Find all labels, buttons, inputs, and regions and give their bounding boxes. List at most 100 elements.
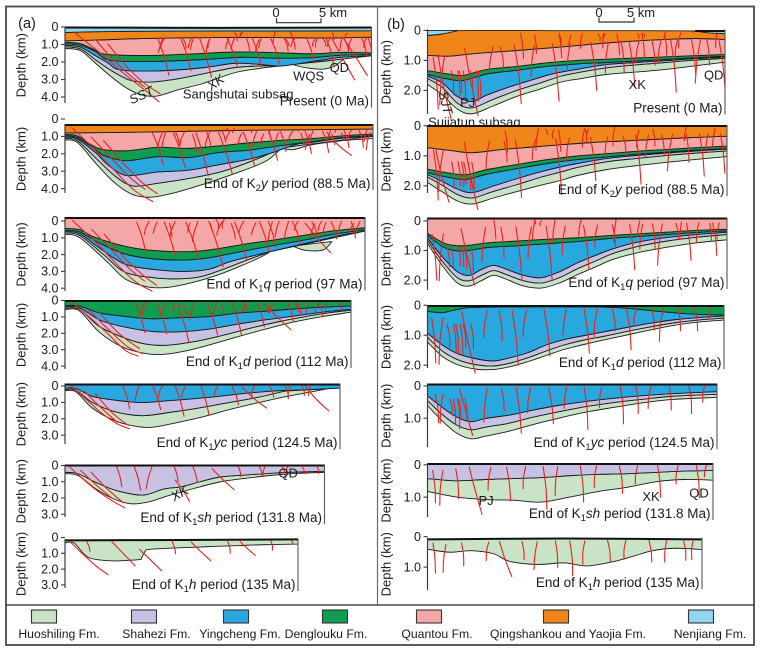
faults	[69, 384, 330, 430]
caption-segment: End of K	[140, 510, 192, 525]
fault-line	[451, 161, 455, 190]
fault-line	[551, 43, 560, 102]
fault-line	[635, 39, 640, 63]
fault-line	[438, 233, 444, 282]
fault-line	[290, 31, 294, 41]
fault-line	[554, 466, 559, 496]
fault-line	[293, 220, 299, 231]
fault-line	[111, 541, 136, 567]
fault-line	[450, 246, 454, 268]
fault-line	[682, 539, 687, 561]
fault-line	[107, 43, 161, 95]
fault-line	[705, 133, 709, 154]
fault-line	[90, 471, 124, 504]
axis-title: Depth (km)	[14, 459, 29, 523]
fault-line	[190, 541, 212, 562]
fault-line	[527, 226, 532, 259]
tick-label: 2.0	[404, 273, 421, 287]
fault-line	[237, 132, 243, 145]
layers	[427, 125, 728, 205]
fault-line	[267, 221, 273, 241]
caption-segment: 1	[588, 582, 593, 593]
fault-line	[280, 131, 287, 152]
fault-line	[192, 466, 198, 483]
fault-line	[520, 32, 525, 60]
fault-line	[666, 133, 674, 172]
fault-line	[338, 220, 343, 235]
fault-line	[287, 302, 294, 323]
fault-line	[292, 38, 296, 50]
caption-segment: period (97 Ma)	[633, 275, 725, 290]
fault-line	[358, 130, 364, 148]
fault-line	[311, 221, 319, 239]
fault-line	[265, 302, 270, 314]
fault-line	[712, 222, 718, 257]
tick-label: 0	[414, 214, 421, 228]
fault-line	[71, 127, 154, 203]
fault-line	[173, 466, 179, 482]
axis-title: Depth (km)	[379, 384, 394, 448]
fault-line	[511, 309, 519, 366]
panel-a-2: 0 1.0 2.0 3.0 4.0 Depth (km) End of K1q period…	[14, 214, 366, 295]
fault-line	[141, 302, 148, 316]
tick-label: 1.0	[404, 244, 421, 258]
fault-line	[304, 385, 330, 412]
layers	[64, 124, 374, 198]
fault-line	[604, 136, 609, 156]
legend-swatch-yingcheng	[222, 609, 250, 624]
fault-line	[482, 309, 488, 338]
fault-line	[251, 37, 263, 69]
fault-line	[340, 132, 345, 142]
fault-line	[635, 385, 639, 414]
fault-line	[181, 385, 187, 398]
tick-label: 0	[52, 531, 59, 545]
fault-line	[664, 539, 668, 563]
fault-line	[534, 34, 537, 55]
fault-line	[500, 387, 505, 412]
fault-line	[215, 219, 219, 229]
caption-segment: period (112 Ma)	[623, 355, 721, 370]
tick-label: 2.0	[41, 562, 58, 576]
fault-line	[552, 218, 556, 245]
tick-label: 0	[414, 24, 421, 38]
caption-segment: y	[260, 176, 269, 191]
fault-line	[500, 226, 505, 259]
fault-line	[168, 222, 173, 238]
fault-line	[226, 37, 239, 69]
fault-line	[185, 221, 200, 260]
fault-line	[204, 131, 211, 147]
fault-line	[618, 465, 624, 494]
fault-line	[432, 149, 439, 201]
fault-line	[651, 307, 655, 331]
fault-line	[522, 466, 527, 490]
panel-a-6: 0 1.02.0 3.0 Depth (km) End of K1h period (1…	[14, 531, 299, 596]
caption-segment: Present (0 Ma)	[633, 101, 722, 116]
axis-title: Depth (km)	[14, 382, 29, 446]
fault-line	[134, 385, 140, 401]
fault-line	[288, 130, 294, 142]
fault-line	[585, 128, 589, 143]
fault-line	[611, 224, 617, 247]
legend-item-huoshiling: Huoshiling Fm.	[18, 609, 100, 641]
faults	[432, 539, 694, 578]
fault-line	[254, 39, 260, 54]
tick-label: 1.0	[41, 310, 58, 324]
caption-segment: 1	[258, 284, 263, 295]
panel-a-1: 0 1.0 2.0 3.0 4.0 Depth (km) End of K2y period…	[14, 112, 374, 203]
fault-line	[175, 131, 180, 145]
axis-title: Depth (km)	[14, 127, 29, 191]
legend-label: Quantou Fm.	[401, 627, 472, 641]
fault-line	[281, 465, 287, 479]
fault-line	[504, 130, 509, 153]
fault-line	[656, 223, 663, 266]
panel-caption: Present (0 Ma)	[280, 94, 369, 109]
fault-line	[449, 398, 453, 416]
fault-line	[70, 301, 139, 357]
column-letter: (a)	[18, 16, 36, 32]
fault-line	[602, 32, 605, 49]
fault-line	[294, 302, 300, 313]
fault-line	[594, 224, 599, 248]
fault-line	[661, 134, 665, 157]
fault-line	[238, 220, 245, 234]
fault-line	[521, 541, 525, 561]
